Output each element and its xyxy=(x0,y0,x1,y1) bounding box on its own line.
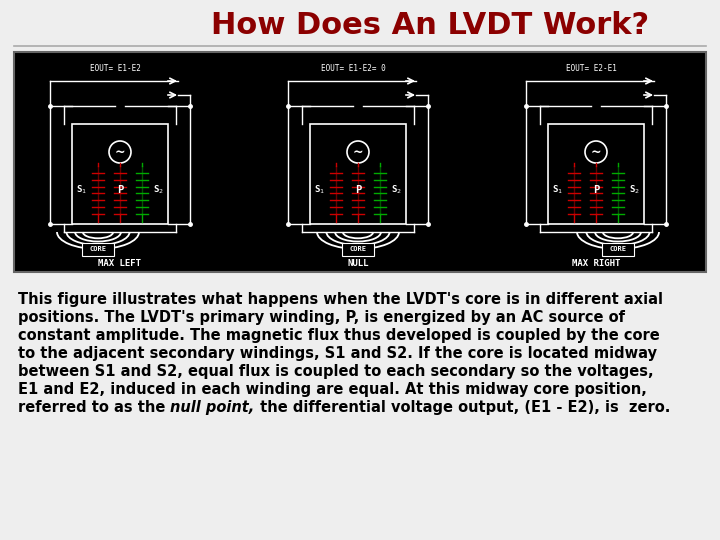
Text: positions. The LVDT's primary winding, P, is energized by an AC source of: positions. The LVDT's primary winding, P… xyxy=(18,310,625,325)
Text: EOUT= E1-E2: EOUT= E1-E2 xyxy=(89,64,140,73)
Text: P: P xyxy=(355,185,361,195)
Text: CORE: CORE xyxy=(610,246,626,252)
Text: S$_2$: S$_2$ xyxy=(390,184,402,196)
Text: This figure illustrates what happens when the LVDT's core is in different axial: This figure illustrates what happens whe… xyxy=(18,292,663,307)
Text: S$_2$: S$_2$ xyxy=(153,184,163,196)
Text: CORE: CORE xyxy=(89,246,107,252)
Bar xyxy=(342,243,374,256)
Text: MAX LEFT: MAX LEFT xyxy=(99,260,142,268)
Text: referred to as the: referred to as the xyxy=(18,400,171,415)
Text: ~: ~ xyxy=(353,145,364,159)
Text: P: P xyxy=(117,185,123,195)
Text: to the adjacent secondary windings, S1 and S2. If the core is located midway: to the adjacent secondary windings, S1 a… xyxy=(18,346,657,361)
Bar xyxy=(82,243,114,256)
Text: EOUT= E1-E2= 0: EOUT= E1-E2= 0 xyxy=(320,64,385,73)
Text: MAX RIGHT: MAX RIGHT xyxy=(572,260,620,268)
Text: the differential voltage output, (E1 - E2), is  zero.: the differential voltage output, (E1 - E… xyxy=(255,400,670,415)
Text: ~: ~ xyxy=(590,145,601,159)
Bar xyxy=(310,124,406,224)
Bar xyxy=(548,124,644,224)
Text: EOUT= E2-E1: EOUT= E2-E1 xyxy=(566,64,616,73)
Text: CORE: CORE xyxy=(349,246,366,252)
Bar xyxy=(72,124,168,224)
Text: S$_1$: S$_1$ xyxy=(76,184,88,196)
Text: S$_1$: S$_1$ xyxy=(315,184,325,196)
Text: S$_1$: S$_1$ xyxy=(552,184,564,196)
Text: ~: ~ xyxy=(114,145,125,159)
Text: How Does An LVDT Work?: How Does An LVDT Work? xyxy=(211,10,649,39)
Text: S$_2$: S$_2$ xyxy=(629,184,639,196)
Text: P: P xyxy=(593,185,599,195)
Text: NULL: NULL xyxy=(347,260,369,268)
Bar xyxy=(602,243,634,256)
Text: constant amplitude. The magnetic flux thus developed is coupled by the core: constant amplitude. The magnetic flux th… xyxy=(18,328,660,343)
Text: between S1 and S2, equal flux is coupled to each secondary so the voltages,: between S1 and S2, equal flux is coupled… xyxy=(18,364,654,379)
Bar xyxy=(14,52,706,272)
Text: E1 and E2, induced in each winding are equal. At this midway core position,: E1 and E2, induced in each winding are e… xyxy=(18,382,647,397)
Text: null point,: null point, xyxy=(171,400,255,415)
